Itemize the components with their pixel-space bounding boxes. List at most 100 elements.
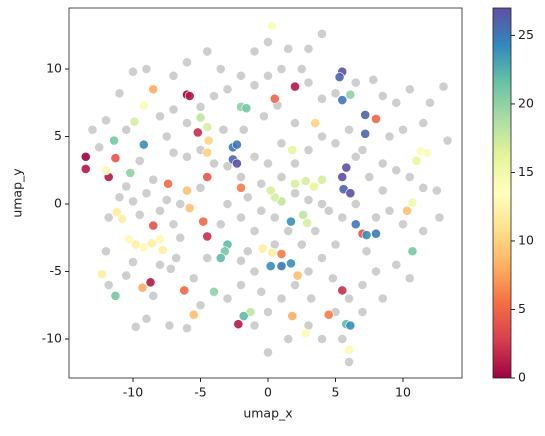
colorbar-tick-label: 0: [518, 370, 526, 385]
point: [184, 91, 195, 101]
colorbar-tick-label: 10: [518, 232, 534, 247]
point: [101, 115, 111, 126]
point: [103, 212, 114, 223]
point: [168, 147, 179, 158]
point: [249, 320, 260, 331]
point: [209, 158, 219, 169]
point: [222, 199, 233, 209]
point: [121, 270, 132, 281]
point: [249, 46, 260, 57]
x-tick-label: 5: [332, 385, 340, 400]
point: [407, 246, 418, 257]
point: [94, 142, 105, 153]
point: [431, 185, 442, 196]
point: [434, 212, 445, 223]
point: [360, 128, 371, 139]
y-axis-label: umap_y: [10, 168, 25, 218]
point: [286, 258, 296, 269]
point: [259, 111, 269, 122]
point: [182, 323, 192, 334]
point: [171, 253, 182, 263]
point: [398, 124, 408, 135]
point: [165, 263, 176, 274]
point: [141, 313, 152, 324]
points: [80, 20, 453, 367]
point: [290, 280, 300, 290]
point: [232, 139, 242, 150]
axes-frame: [68, 7, 463, 379]
point: [303, 195, 314, 205]
colorbar-tick-label: 5: [518, 301, 526, 316]
point: [391, 97, 402, 108]
point: [377, 185, 388, 196]
point: [292, 270, 303, 281]
point: [357, 280, 368, 290]
point: [202, 122, 213, 132]
point: [398, 219, 408, 230]
point: [110, 153, 121, 164]
point: [195, 300, 206, 311]
point: [317, 93, 327, 104]
point: [418, 182, 429, 193]
point: [141, 188, 152, 199]
point: [263, 70, 273, 81]
point: [317, 199, 327, 209]
point: [249, 151, 260, 162]
point: [350, 219, 361, 230]
point: [236, 212, 246, 223]
point: [276, 138, 287, 149]
point: [269, 93, 280, 104]
x-tick-label: -10: [123, 385, 143, 400]
point: [232, 158, 242, 169]
point: [125, 168, 136, 178]
point: [238, 311, 249, 321]
point: [317, 131, 327, 142]
point: [418, 226, 429, 236]
point: [323, 205, 334, 216]
point: [141, 64, 152, 74]
point: [242, 246, 253, 257]
point: [411, 155, 422, 166]
colorbar-tick-label: 20: [518, 95, 534, 110]
point: [330, 88, 341, 99]
point: [249, 80, 260, 91]
point: [128, 196, 138, 207]
point: [146, 238, 157, 249]
point: [87, 124, 98, 135]
point: [391, 165, 402, 176]
point: [148, 220, 159, 231]
point: [371, 212, 381, 223]
point: [267, 20, 277, 31]
point: [202, 172, 213, 182]
point: [101, 165, 111, 176]
point: [241, 103, 252, 114]
point: [404, 273, 415, 284]
point: [298, 209, 308, 220]
point: [242, 192, 253, 203]
point: [138, 242, 149, 253]
x-axis-label: umap_x: [243, 406, 292, 421]
point: [155, 205, 165, 216]
point: [182, 57, 192, 68]
point: [218, 124, 229, 135]
point: [202, 46, 213, 57]
point: [161, 131, 172, 142]
point: [296, 64, 307, 74]
point: [233, 319, 244, 330]
point: [334, 72, 345, 83]
point: [109, 135, 119, 146]
point: [337, 334, 348, 344]
point: [422, 147, 433, 158]
point: [345, 188, 356, 199]
point: [377, 91, 388, 101]
y-tick-label: 5: [54, 128, 62, 143]
point: [145, 277, 156, 288]
point: [371, 228, 381, 239]
point: [344, 293, 354, 304]
point: [265, 185, 276, 196]
point: [117, 213, 128, 224]
point: [209, 286, 219, 297]
point: [303, 43, 314, 54]
colorbar: [492, 7, 512, 379]
